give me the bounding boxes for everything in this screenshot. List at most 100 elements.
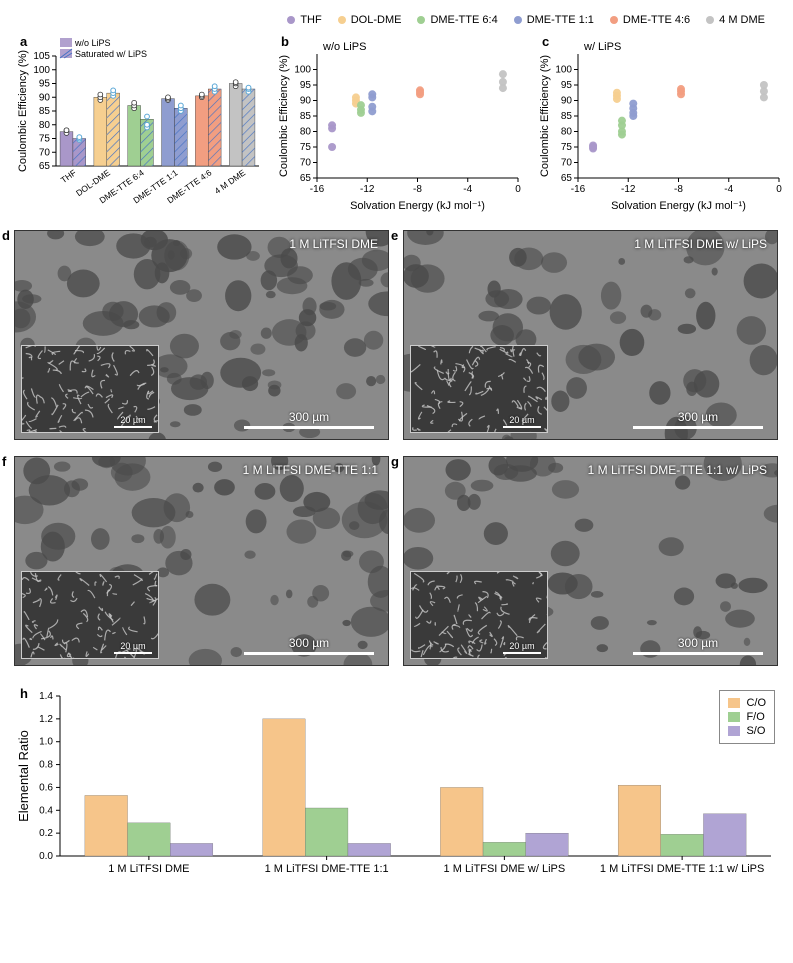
panel-c-svg: 65707580859095100-16-12-8-40Solvation En…: [536, 32, 787, 212]
svg-text:THF: THF: [59, 167, 78, 185]
svg-text:80: 80: [39, 120, 51, 131]
svg-text:100: 100: [555, 65, 572, 76]
sem-title: 1 M LiTFSI DME: [289, 237, 378, 251]
svg-text:Coulombic Efficiency (%): Coulombic Efficiency (%): [278, 55, 290, 177]
svg-text:-12: -12: [621, 184, 636, 195]
svg-text:1 M LiTFSI DME-TTE 1:1 w/ LiPS: 1 M LiTFSI DME-TTE 1:1 w/ LiPS: [600, 863, 764, 875]
legend-item: DME-TTE 6:4: [417, 14, 497, 26]
h-legend-item: C/O: [728, 697, 766, 709]
svg-text:0.2: 0.2: [39, 828, 53, 839]
svg-text:-8: -8: [413, 184, 422, 195]
sem-scalebar: 300 µm: [633, 636, 763, 655]
sem-title: 1 M LiTFSI DME-TTE 1:1: [243, 463, 378, 477]
svg-text:65: 65: [39, 161, 51, 172]
sem-label: e: [391, 228, 398, 243]
svg-text:65: 65: [561, 173, 573, 184]
legend-text: DME-TTE 6:4: [430, 14, 497, 26]
svg-text:100: 100: [294, 65, 311, 76]
sem-inset-scalebar: 20 µm: [503, 415, 541, 428]
svg-text:-4: -4: [463, 184, 472, 195]
h-legend-text: S/O: [746, 725, 765, 737]
sem-grid: d1 M LiTFSI DME20 µm300 µme1 M LiTFSI DM…: [14, 230, 779, 666]
row-abc: a 65 70 75 80 85 90 95 100 105 Coulombic Efficien…: [14, 32, 779, 212]
panel-h-svg: 0.00.20.40.60.81.01.21.4Elemental Ratio1…: [14, 684, 779, 884]
svg-text:-4: -4: [724, 184, 733, 195]
sem-inset: 20 µm: [410, 345, 548, 433]
sem-panel: 1 M LiTFSI DME20 µm300 µm: [14, 230, 389, 440]
svg-text:Coulombic Efficiency (%): Coulombic Efficiency (%): [17, 50, 29, 172]
svg-text:105: 105: [33, 51, 50, 62]
legend-text: 4 M DME: [719, 14, 765, 26]
panel-b: b 65707580859095100-16-12-8-40Solvation …: [275, 32, 526, 212]
legend-dot-icon: [610, 16, 618, 24]
svg-text:0: 0: [776, 184, 782, 195]
panel-a-label: a: [20, 34, 27, 49]
panel-c-label: c: [542, 34, 549, 49]
panel-b-label: b: [281, 34, 289, 49]
svg-text:1 M LiTFSI DME: 1 M LiTFSI DME: [108, 863, 189, 875]
svg-text:1.4: 1.4: [39, 691, 53, 702]
svg-text:-16: -16: [310, 184, 325, 195]
svg-text:0.4: 0.4: [39, 805, 53, 816]
svg-text:Elemental Ratio: Elemental Ratio: [16, 730, 31, 822]
svg-text:95: 95: [39, 79, 51, 90]
sem-panel: 1 M LiTFSI DME w/ LiPS20 µm300 µm: [403, 230, 778, 440]
svg-text:0: 0: [515, 184, 521, 195]
svg-text:Saturated w/ LiPS: Saturated w/ LiPS: [75, 49, 147, 59]
svg-text:90: 90: [300, 96, 312, 107]
h-legend-swatch-icon: [728, 712, 740, 722]
svg-text:0.0: 0.0: [39, 851, 53, 862]
panel-b-svg: 65707580859095100-16-12-8-40Solvation En…: [275, 32, 526, 212]
legend-dot-icon: [338, 16, 346, 24]
svg-text:75: 75: [300, 142, 312, 153]
svg-text:-12: -12: [360, 184, 375, 195]
svg-text:85: 85: [300, 111, 312, 122]
legend-dot-icon: [514, 16, 522, 24]
svg-text:Coulombic Efficiency (%): Coulombic Efficiency (%): [539, 55, 551, 177]
panel-h-label: h: [20, 686, 28, 701]
svg-text:100: 100: [33, 65, 50, 76]
svg-text:75: 75: [39, 134, 51, 145]
svg-text:65: 65: [300, 173, 312, 184]
panel-a: a 65 70 75 80 85 90 95 100 105 Coulombic Efficien…: [14, 32, 265, 212]
svg-text:w/ LiPS: w/ LiPS: [583, 41, 621, 53]
h-legend-item: S/O: [728, 725, 766, 737]
sem-inset-scalebar: 20 µm: [503, 641, 541, 654]
panel-h-legend: C/O F/O S/O: [719, 690, 775, 744]
sem-label: f: [2, 454, 6, 469]
svg-text:70: 70: [561, 158, 573, 169]
sem-label: g: [391, 454, 399, 469]
svg-text:4 M DME: 4 M DME: [212, 167, 247, 196]
svg-text:85: 85: [39, 106, 51, 117]
svg-text:90: 90: [39, 92, 51, 103]
legend-item: 4 M DME: [706, 14, 765, 26]
svg-text:1.0: 1.0: [39, 737, 53, 748]
svg-text:95: 95: [561, 80, 573, 91]
svg-text:1 M LiTFSI DME-TTE 1:1: 1 M LiTFSI DME-TTE 1:1: [265, 863, 389, 875]
svg-text:70: 70: [39, 147, 51, 158]
svg-text:Solvation Energy (kJ mol⁻¹): Solvation Energy (kJ mol⁻¹): [611, 200, 746, 212]
figure-root: THF DOL-DME DME-TTE 6:4 DME-TTE 1:1 DME-TTE …: [0, 0, 793, 894]
svg-text:85: 85: [561, 111, 573, 122]
legend-text: DME-TTE 4:6: [623, 14, 690, 26]
legend-item: DOL-DME: [338, 14, 402, 26]
h-legend-text: C/O: [746, 697, 766, 709]
svg-text:-16: -16: [571, 184, 586, 195]
svg-text:80: 80: [300, 127, 312, 138]
legend-dot-icon: [417, 16, 425, 24]
sem-panel: 1 M LiTFSI DME-TTE 1:1 20 µm 300 µm: [14, 456, 389, 666]
sem-scalebar: 300 µm: [244, 636, 374, 655]
svg-text:0.8: 0.8: [39, 760, 53, 771]
legend-item: THF: [287, 14, 321, 26]
legend-dot-icon: [287, 16, 295, 24]
legend-item: DME-TTE 1:1: [514, 14, 594, 26]
sem-scalebar: 300 µm: [244, 410, 374, 429]
legend-dot-icon: [706, 16, 714, 24]
panel-c: c 65707580859095100-16-12-8-40Solvation …: [536, 32, 787, 212]
legend-item: DME-TTE 4:6: [610, 14, 690, 26]
sem-inset: 20 µm: [21, 571, 159, 659]
legend-text: DME-TTE 1:1: [527, 14, 594, 26]
h-legend-item: F/O: [728, 711, 766, 723]
svg-text:-8: -8: [674, 184, 683, 195]
svg-text:Solvation Energy (kJ mol⁻¹): Solvation Energy (kJ mol⁻¹): [350, 200, 485, 212]
